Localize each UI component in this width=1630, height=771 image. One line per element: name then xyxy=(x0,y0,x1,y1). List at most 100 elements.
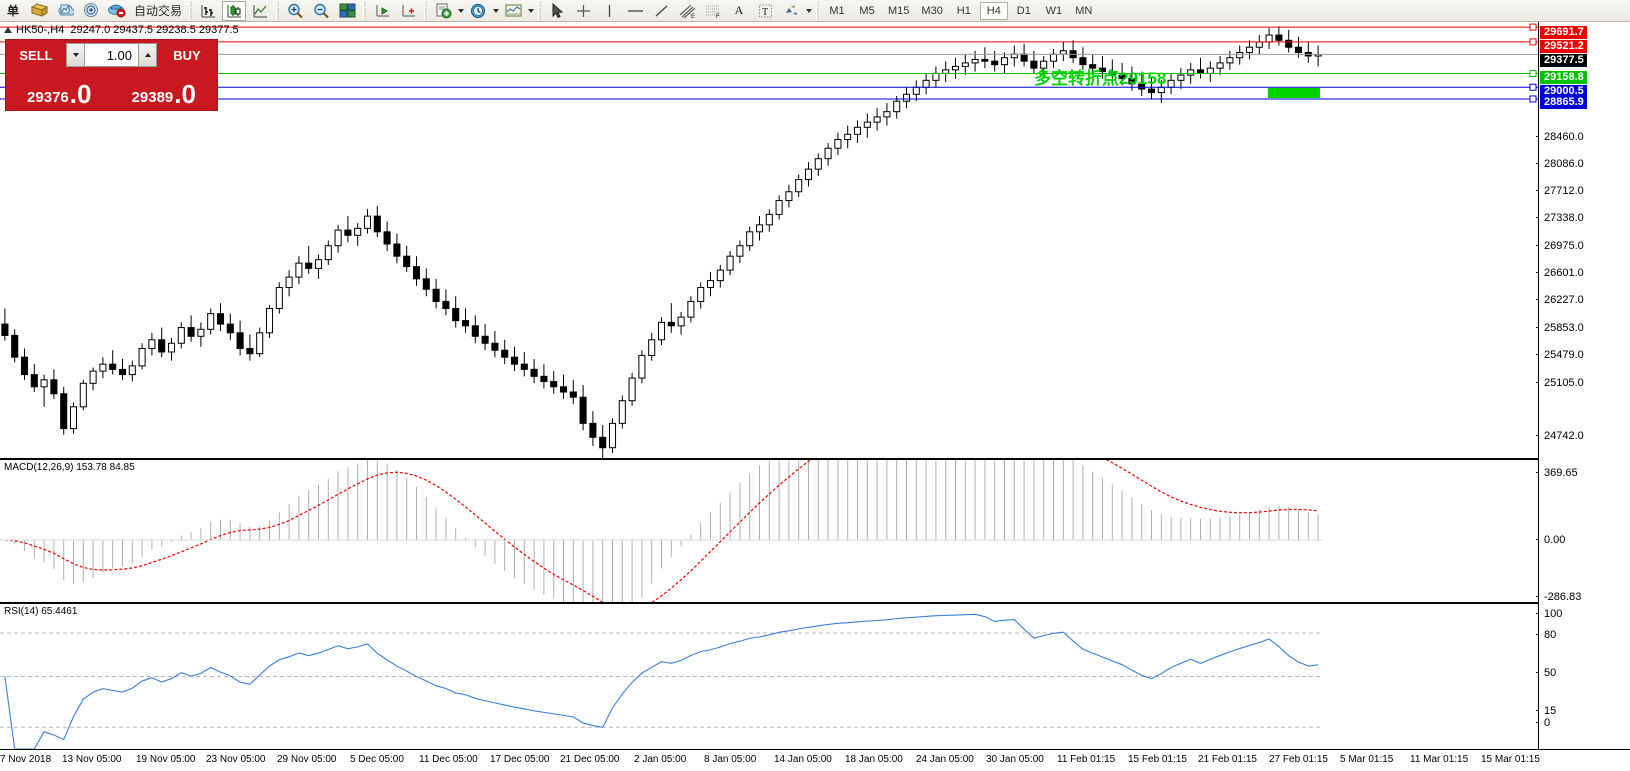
sell-button[interactable]: SELL xyxy=(19,47,53,63)
volume-decrease-button[interactable] xyxy=(67,44,85,66)
data-window-icon[interactable] xyxy=(53,1,77,21)
add-indicator-icon[interactable] xyxy=(431,1,455,21)
price-tick: 27338.0 xyxy=(1536,213,1584,224)
timeframe-d1[interactable]: D1 xyxy=(1016,4,1031,17)
chart-symbol-header: HK50-,H4 29247.0 29437.5 29238.5 29377.5 xyxy=(4,24,239,36)
macd-plot xyxy=(0,460,1323,602)
text-icon[interactable]: T xyxy=(753,1,777,21)
zoom-out-icon[interactable] xyxy=(309,1,333,21)
volume-stepper[interactable]: 1.00 xyxy=(66,43,157,67)
volume-increase-button[interactable] xyxy=(138,44,156,66)
price-chip[interactable]: 29377.5 xyxy=(1540,54,1587,67)
timeframe-h4[interactable]: H4 xyxy=(979,1,1008,20)
time-label: 15 Feb 01:15 xyxy=(1128,754,1187,765)
time-label: 15 Mar 01:15 xyxy=(1481,754,1540,765)
signal-icon[interactable] xyxy=(79,1,103,21)
time-label: 11 Mar 01:15 xyxy=(1410,754,1469,765)
price-axis[interactable]: 29691.7 29521.2 29377.5 29158.8 29000.5 28865… xyxy=(1535,22,1630,749)
rsi-tick: 50 xyxy=(1535,668,1556,679)
templates-icon[interactable] xyxy=(501,1,525,21)
period-icon[interactable] xyxy=(466,1,490,21)
zoom-in-icon[interactable] xyxy=(283,1,307,21)
expert-advisor-icon[interactable] xyxy=(105,1,129,21)
trendline-icon[interactable] xyxy=(649,1,673,21)
price-tick: 26601.0 xyxy=(1536,268,1584,279)
sell-price[interactable]: 29376.0 xyxy=(9,70,110,107)
period-dropdown-icon[interactable] xyxy=(491,1,500,21)
rsi-tick: 80 xyxy=(1535,630,1556,641)
time-label: 19 Nov 05:00 xyxy=(136,754,196,765)
symbol-label: HK50-,H4 xyxy=(16,24,65,36)
svg-text:T: T xyxy=(762,7,768,18)
price-tick: 26975.0 xyxy=(1536,241,1584,252)
pane-divider-1 xyxy=(0,458,1630,460)
toolbar-standard-group: 单 xyxy=(0,0,186,22)
fibonacci-icon[interactable]: F xyxy=(701,1,725,21)
price-chip[interactable]: 29158.8 xyxy=(1540,71,1587,84)
timeframe-m5[interactable]: M5 xyxy=(859,4,875,17)
toolbar-separator xyxy=(424,1,428,20)
crosshair-icon[interactable] xyxy=(571,1,595,21)
time-label: 21 Feb 01:15 xyxy=(1198,754,1257,765)
text-label-icon[interactable]: A xyxy=(734,3,744,17)
line-chart-icon[interactable] xyxy=(248,1,272,21)
cursor-icon[interactable] xyxy=(545,1,569,21)
toolbar-scroll-group xyxy=(369,0,421,22)
add-indicator-dropdown-icon[interactable] xyxy=(456,1,465,21)
horizontal-line-icon[interactable] xyxy=(623,1,647,21)
rsi-tick: 0 xyxy=(1535,718,1550,729)
shapes-dropdown-icon[interactable] xyxy=(804,1,813,21)
chart-shift-icon[interactable] xyxy=(396,1,420,21)
toolbar-zoom-group xyxy=(282,0,360,22)
macd-pane[interactable] xyxy=(0,460,1538,602)
sell-price-decimal: .0 xyxy=(69,79,92,110)
toolbar-separator xyxy=(276,1,280,20)
timeframe-m1[interactable]: M1 xyxy=(829,4,845,17)
timeframe-group: M1 M5 M15 M30 H1 H4 D1 W1 MN xyxy=(822,0,1099,22)
price-chip[interactable]: 29691.7 xyxy=(1540,26,1587,39)
time-label: 13 Nov 05:00 xyxy=(62,754,122,765)
timeframe-m15[interactable]: M15 xyxy=(888,4,910,17)
ohlc-values: 29247.0 29437.5 29238.5 29377.5 xyxy=(70,24,239,36)
templates-dropdown-icon[interactable] xyxy=(526,1,535,21)
price-chip[interactable]: 29521.2 xyxy=(1540,40,1587,53)
one-click-trading-panel[interactable]: SELL 1.00 BUY 29376.0 29389.0 xyxy=(5,39,218,111)
price-tick: 25479.0 xyxy=(1536,350,1584,361)
equidistant-channel-icon[interactable]: E xyxy=(675,1,699,21)
rsi-plot xyxy=(0,613,1323,749)
price-tick: 28460.0 xyxy=(1536,132,1584,143)
chart-area[interactable]: HK50-,H4 29247.0 29437.5 29238.5 29377.5… xyxy=(0,22,1630,771)
time-axis[interactable]: 7 Nov 2018 13 Nov 05:00 19 Nov 05:00 23 Nov… xyxy=(0,749,1630,771)
price-candles xyxy=(1,26,1322,458)
toolbar-draw-group: E F A T xyxy=(544,0,813,22)
buy-price[interactable]: 29389.0 xyxy=(114,70,215,107)
price-chip[interactable]: 29000.5 xyxy=(1540,85,1587,98)
sell-price-integer: 29376 xyxy=(27,89,69,106)
timeframe-h1[interactable]: H1 xyxy=(956,4,971,17)
trade-panel-prices: 29376.0 29389.0 xyxy=(6,70,217,110)
timeframe-mn[interactable]: MN xyxy=(1075,4,1093,17)
tile-windows-icon[interactable] xyxy=(335,1,359,21)
price-tick: 25853.0 xyxy=(1536,323,1584,334)
auto-trading-label[interactable]: 自动交易 xyxy=(134,4,183,18)
timeframe-w1[interactable]: W1 xyxy=(1045,4,1063,17)
new-order-icon[interactable]: 单 xyxy=(6,4,19,18)
shapes-icon[interactable] xyxy=(779,1,803,21)
price-chip[interactable]: 28865.9 xyxy=(1540,96,1587,109)
time-label: 5 Dec 05:00 xyxy=(350,754,404,765)
bar-chart-icon[interactable] xyxy=(196,1,220,21)
timeframe-m30[interactable]: M30 xyxy=(921,4,943,17)
time-label: 7 Nov 2018 xyxy=(0,754,52,765)
collapse-arrow-icon[interactable] xyxy=(4,27,12,34)
buy-button[interactable]: BUY xyxy=(173,47,201,63)
macd-tick: -286.83 xyxy=(1535,592,1581,603)
toolbar-separator xyxy=(363,1,367,20)
candlestick-chart-icon[interactable] xyxy=(222,0,247,21)
folder-icon[interactable] xyxy=(27,1,51,21)
time-label: 8 Jan 05:00 xyxy=(704,754,757,765)
vertical-line-icon[interactable] xyxy=(597,1,621,21)
auto-scroll-icon[interactable] xyxy=(370,1,394,21)
volume-value[interactable]: 1.00 xyxy=(106,47,132,63)
rsi-pane[interactable] xyxy=(0,604,1538,749)
time-label: 11 Dec 05:00 xyxy=(419,754,478,765)
